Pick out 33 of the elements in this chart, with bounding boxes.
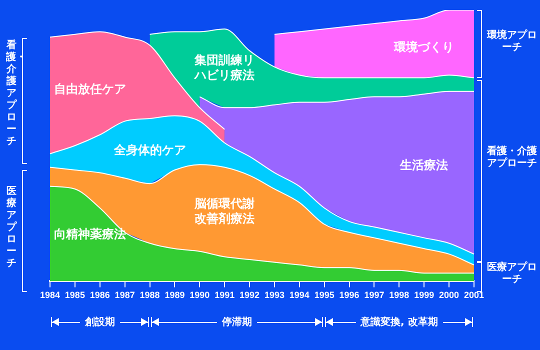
text: 環境アプローチ — [486, 30, 538, 54]
x-tick-label: 1987 — [114, 290, 135, 300]
series-label: 自由放任ケア — [54, 82, 126, 96]
text: 創設期 — [84, 316, 116, 330]
x-tick-label: 1994 — [289, 290, 310, 300]
x-tick-label: 1986 — [90, 290, 110, 300]
text: 看護・介護アプローチ — [486, 146, 538, 170]
text: 看護・介護アプローチ — [6, 40, 26, 147]
x-tick-label: 1992 — [240, 290, 260, 300]
x-tick-label: 2001 — [464, 290, 484, 300]
series-label: 環境づくり — [393, 40, 454, 54]
text: 意識変換, 改革期 — [359, 315, 439, 330]
text: 医療アプローチ — [486, 262, 538, 286]
series-label: 全身体的ケア — [112, 143, 186, 158]
text: 医療アプローチ — [6, 186, 17, 270]
x-tick-label: 1989 — [164, 290, 185, 300]
x-tick-label: 1991 — [214, 290, 235, 300]
series-label: 向精神薬療法 — [54, 227, 126, 242]
x-tick-label: 2000 — [439, 290, 460, 300]
x-tick-label: 1998 — [389, 290, 410, 300]
x-tick-label: 1988 — [140, 290, 160, 300]
x-tick-label: 1997 — [364, 290, 384, 300]
x-tick-label: 1996 — [339, 290, 360, 300]
text: 停滞期 — [220, 316, 254, 330]
series-label: 生活療法 — [399, 158, 448, 172]
x-tick-label: 1990 — [190, 290, 210, 300]
x-tick-label: 1985 — [64, 290, 85, 300]
x-tick-label: 1993 — [264, 290, 284, 300]
series-label: 集団訓練リハビリ療法 — [194, 52, 255, 82]
x-tick-label: 1995 — [314, 290, 334, 300]
x-tick-label: 1999 — [414, 290, 434, 300]
series-label: 脳循環代謝改善剤療法 — [194, 196, 255, 226]
x-tick-label: 1984 — [40, 290, 60, 300]
